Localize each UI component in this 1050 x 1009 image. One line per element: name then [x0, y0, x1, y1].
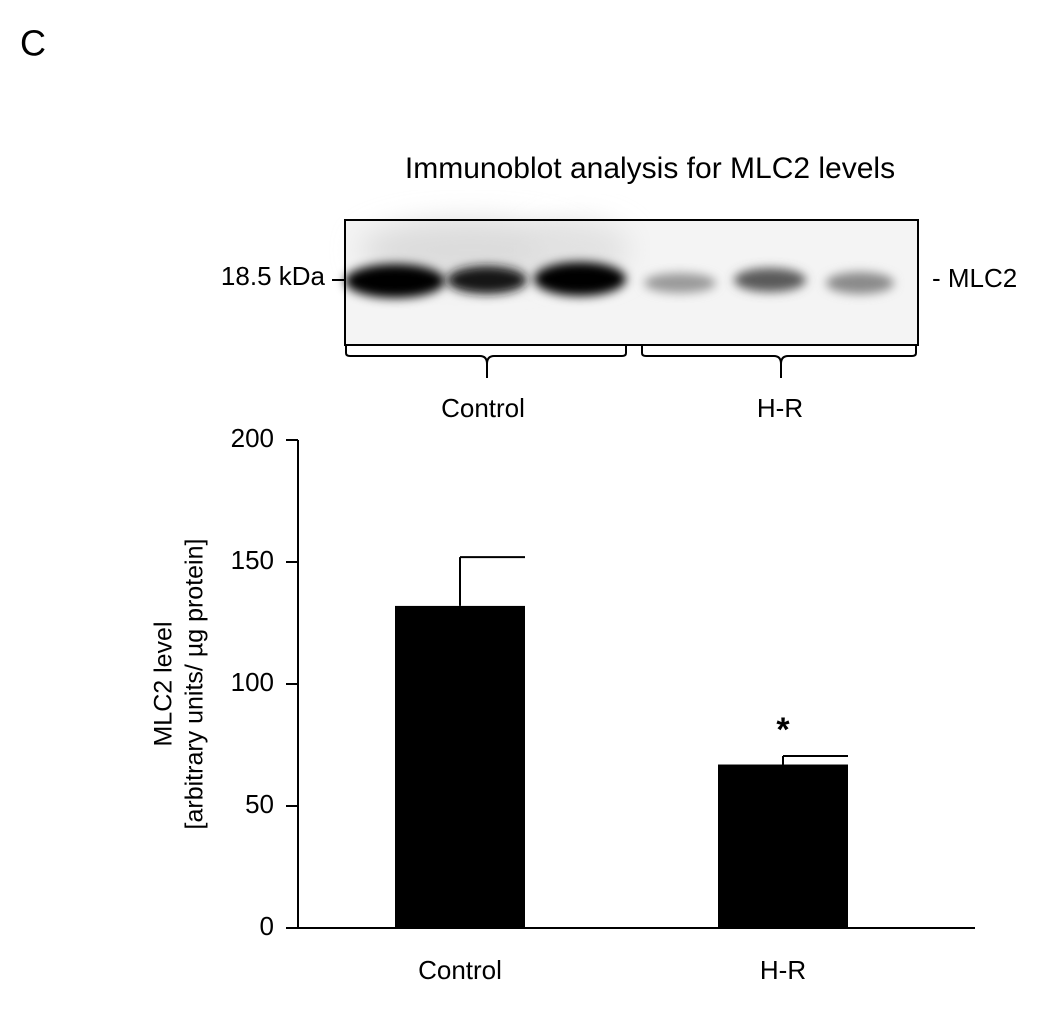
- blot-marker: 18.5 kDa: [221, 261, 326, 291]
- blot: [332, 219, 919, 378]
- error-bar: [459, 556, 525, 606]
- x-tick-label: Control: [418, 955, 502, 985]
- blot-group-label: H-R: [757, 393, 803, 423]
- y-tick-label: 150: [231, 545, 274, 575]
- panel-label: C: [20, 23, 46, 64]
- y-tick-label: 0: [260, 911, 274, 941]
- y-tick-label: 200: [231, 423, 274, 453]
- y-axis-label: [arbitrary units/ µg protein]: [181, 539, 209, 830]
- y-axis-label: MLC2 level: [150, 621, 178, 746]
- bar: [718, 764, 848, 928]
- y-tick-label: 50: [245, 789, 274, 819]
- y-tick-label: 100: [231, 667, 274, 697]
- significance-label: *: [776, 711, 790, 749]
- x-tick-label: H-R: [760, 955, 806, 985]
- blot-title: Immunoblot analysis for MLC2 levels: [405, 152, 895, 185]
- error-bar: [782, 754, 848, 765]
- blot-band: - MLC2: [932, 263, 1017, 293]
- bar: [395, 605, 525, 928]
- blot-group-label: Control: [441, 393, 525, 423]
